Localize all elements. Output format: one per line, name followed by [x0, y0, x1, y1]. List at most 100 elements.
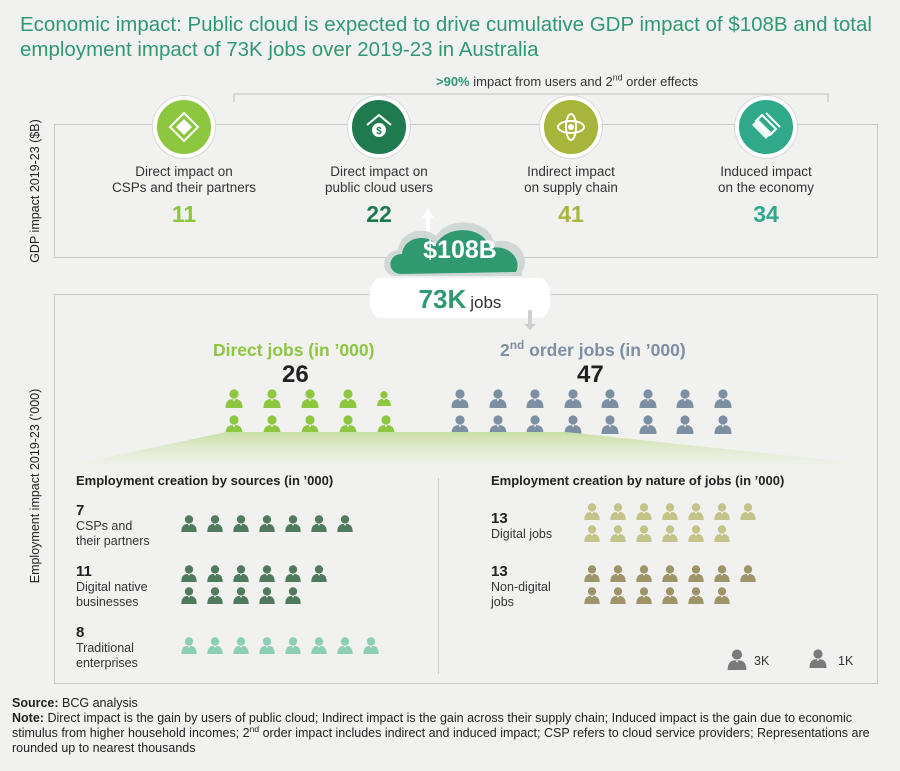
funnel-shape [76, 432, 866, 464]
person-1k-icon [688, 565, 704, 582]
impact-csps: Direct impact on CSPs and their partners … [99, 96, 269, 228]
person-1k-icon [610, 565, 626, 582]
person-1k-icon [233, 587, 249, 604]
person-1k-icon [181, 565, 197, 582]
impact-value: 41 [558, 201, 584, 227]
nature-row-value: 13 [491, 510, 508, 527]
nature-row-icons [583, 502, 773, 546]
person-1k-icon [233, 565, 249, 582]
person-3k-icon [564, 389, 581, 408]
person-1k-icon [662, 587, 678, 604]
person-3k-icon [451, 389, 469, 408]
source-row-icons [180, 514, 380, 536]
source-row-label: Traditional enterprises [76, 641, 138, 670]
person-1k-icon [285, 515, 301, 532]
legend-person-1k-icon [808, 648, 837, 677]
banner-text: impact from users and 2 [473, 74, 613, 89]
person-1k-icon [311, 637, 327, 654]
person-3k-icon [301, 389, 319, 408]
impact-economy: Induced impact on the economy 34 [681, 96, 851, 228]
globe-icon [540, 96, 602, 158]
person-1k-icon [584, 565, 600, 582]
person-3k-icon [377, 415, 395, 434]
impact-supply-chain: Indirect impact on supply chain 41 [486, 96, 656, 228]
diamond-icon [153, 96, 215, 158]
nature-row-icons [583, 564, 773, 608]
source-line: Source: BCG analysis [12, 696, 138, 710]
impact-label: Indirect impact on supply chain [524, 164, 618, 195]
person-1k-icon [662, 525, 678, 542]
person-3k-icon [225, 389, 243, 408]
total-jobs-line: 73K jobs [380, 284, 540, 315]
person-1k-icon [636, 503, 652, 520]
nature-row-label: Digital jobs [491, 527, 553, 541]
impact-value: 11 [171, 201, 197, 227]
impact-value: 34 [753, 201, 779, 227]
cloud-totals-icon [369, 208, 551, 330]
nature-title: Employment creation by nature of jobs (i… [491, 473, 785, 488]
person-3k-icon [676, 415, 694, 434]
person-1k-icon [337, 637, 353, 654]
person-3k-icon [676, 389, 694, 408]
impact-label: Induced impact on the economy [717, 164, 815, 195]
total-jobs-word: jobs [470, 293, 502, 312]
person-1k-icon [809, 649, 827, 668]
person-1k-icon [636, 525, 652, 542]
person-1k-icon [311, 565, 327, 582]
person-3k-icon [301, 415, 319, 434]
person-1k-icon [259, 587, 275, 604]
source-row-icons [180, 636, 420, 658]
legend-person-3k-icon [726, 648, 757, 679]
person-1k-icon [259, 565, 275, 582]
person-1k-icon [233, 637, 249, 654]
person-3k-icon [526, 415, 544, 434]
person-1k-icon [636, 565, 652, 582]
person-3k-icon [601, 389, 619, 408]
person-3k-icon [601, 415, 619, 434]
source-row-value: 11 [76, 563, 92, 580]
person-1k-icon [181, 587, 197, 604]
impact-label: Direct impact on CSPs and their partners [111, 164, 257, 195]
person-1k-icon [584, 587, 600, 604]
person-1k-icon [207, 587, 223, 604]
person-1k-icon [584, 503, 600, 520]
person-3k-icon [526, 389, 544, 408]
source-row-label: CSPs and their partners [76, 519, 150, 548]
person-1k-icon [207, 515, 223, 532]
person-1k-icon [259, 515, 275, 532]
footer-notes: Source: BCG analysis Note: Direct impact… [12, 696, 892, 756]
impact-label: Direct impact on public cloud users [324, 164, 434, 195]
person-3k-icon [339, 389, 357, 408]
source-row-icons [180, 564, 340, 608]
second-order-jobs-value: 47 [577, 361, 604, 388]
person-1k-icon [363, 637, 379, 654]
person-1k-icon [259, 637, 275, 654]
person-3k-icon [714, 415, 731, 434]
person-1k-icon [181, 515, 197, 532]
impact-value: 22 [366, 201, 392, 227]
person-1k-icon [714, 503, 730, 520]
person-3k-icon [263, 389, 281, 408]
person-3k-icon [639, 389, 656, 408]
person-1k-icon [207, 565, 223, 582]
person-3k-icon [639, 415, 656, 434]
person-3k-icon [714, 389, 731, 408]
second-order-jobs-title: 2nd order jobs (in ’000) [500, 338, 686, 360]
sources-title: Employment creation by sources (in ’000) [76, 473, 334, 488]
person-1k-icon [688, 503, 704, 520]
banner-pct: >90% [436, 74, 470, 89]
page-title: Economic impact: Public cloud is expecte… [20, 13, 872, 61]
layers-icon [735, 96, 797, 158]
person-1k-icon [610, 503, 626, 520]
person-1k-icon [688, 587, 704, 604]
nature-row-label: Non-digital jobs [491, 580, 551, 609]
nature-row-value: 13 [491, 563, 508, 580]
person-1k-icon [311, 515, 327, 532]
second-order-jobs-icons [450, 388, 750, 440]
person-1k-icon [662, 503, 678, 520]
banner-bracket [233, 93, 829, 102]
person-1k-icon [285, 565, 301, 582]
gdp-axis-label: GDP impact 2019-23 ($B) [28, 119, 42, 263]
source-row-label: Digital native businesses [76, 580, 148, 609]
person-3k-icon [564, 415, 581, 434]
